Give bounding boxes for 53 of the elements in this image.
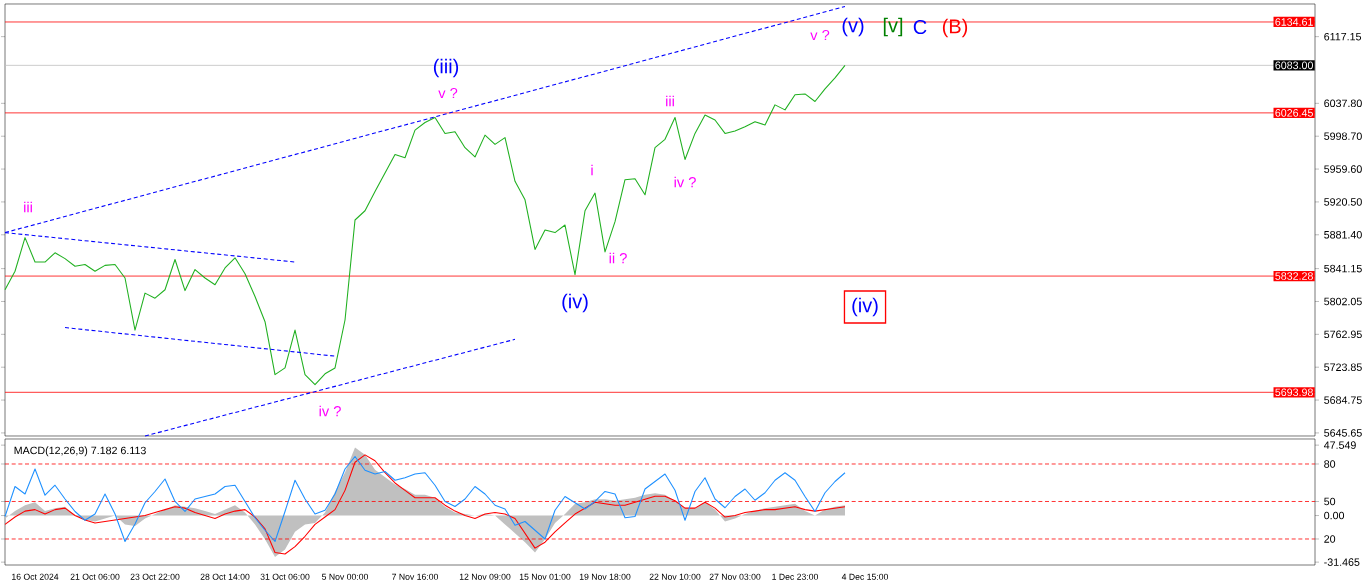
x-tick-label: 5 Nov 00:00 [322, 573, 369, 580]
y2-tick-label: 20 [1324, 535, 1336, 543]
y2-tick-label: 50 [1324, 497, 1336, 506]
annotation: v ? [438, 87, 458, 99]
x-tick-label: 12 Nov 09:00 [459, 573, 511, 580]
annotation: v ? [810, 29, 830, 41]
y2-tick-label: 80 [1324, 460, 1336, 468]
x-tick-label: 4 Dec 15:00 [841, 573, 889, 580]
annotation: C [913, 19, 927, 35]
y-tick-label: 5723.85 [1324, 363, 1362, 371]
y-tick-label: 5684.75 [1324, 396, 1362, 404]
annotation: i [591, 164, 593, 176]
ref-line-label: 6026.45 [1275, 109, 1313, 117]
annotation: iii [666, 95, 674, 107]
x-tick-label: 28 Oct 14:00 [200, 573, 250, 580]
y-tick-label: 5881.40 [1324, 231, 1362, 239]
y-tick-label: 5802.05 [1324, 297, 1362, 306]
y-tick-label: 47.549 [1323, 441, 1356, 449]
ref-line-label: 6134.61 [1275, 18, 1313, 26]
annotation: (iv) [852, 297, 878, 317]
x-tick-label: 7 Nov 16:00 [392, 573, 439, 580]
ref-line-label: 6083.00 [1275, 61, 1313, 70]
x-tick-label: 27 Nov 03:00 [709, 573, 761, 580]
y-tick-label: 6037.80 [1324, 99, 1362, 108]
x-tick-label: 16 Oct 2024 [12, 573, 59, 580]
ref-line-label: 5693.98 [1275, 388, 1313, 397]
y-tick-label: -31.465 [1324, 558, 1360, 566]
x-tick-label: 31 Oct 06:00 [260, 573, 310, 580]
x-tick-label: 22 Nov 10:00 [649, 573, 701, 580]
annotation: (v) [842, 17, 864, 37]
annotation: iv ? [319, 405, 341, 417]
y-tick-label: 5998.70 [1324, 132, 1362, 140]
y-tick-label: 6117.15 [1324, 32, 1362, 41]
x-tick-label: 15 Nov 01:00 [519, 573, 571, 580]
y-tick-label: 5920.50 [1324, 198, 1362, 206]
x-tick-label: 19 Nov 18:00 [579, 573, 631, 580]
y-tick-label: 5645.65 [1324, 429, 1362, 437]
annotation: (iii) [433, 58, 459, 78]
y-tick-label: 5762.95 [1324, 330, 1362, 339]
x-tick-label: 21 Oct 06:00 [70, 573, 120, 580]
y-tick-label: 0.00 [1324, 511, 1345, 520]
x-tick-label: 1 Dec 23:00 [772, 573, 819, 580]
annotation: (iv) [562, 293, 588, 313]
y-tick-label: 5841.15 [1324, 264, 1362, 273]
y-tick-label: 5959.60 [1324, 165, 1362, 173]
ref-line-label: 5832.28 [1275, 272, 1313, 280]
annotation: (B) [942, 18, 968, 38]
annotation: [v] [883, 17, 903, 37]
text: MACD(12,26,9) 7.182 6.113 [14, 446, 146, 457]
annotation: iv ? [674, 176, 696, 188]
annotation: ii ? [609, 252, 627, 264]
x-tick-label: 23 Oct 22:00 [130, 573, 180, 580]
annotation: iii [24, 201, 32, 213]
